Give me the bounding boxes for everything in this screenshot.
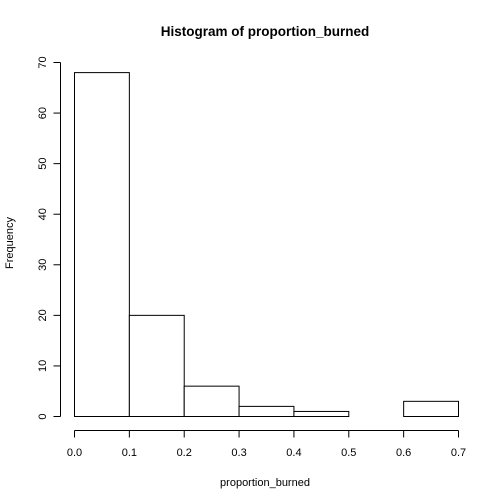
chart-title: Histogram of proportion_burned <box>161 24 370 39</box>
histogram-bar-4 <box>293 410 350 418</box>
y-tick-label-3: 30 <box>37 259 49 271</box>
histogram-bar-1 <box>128 314 185 418</box>
histogram-bar-6 <box>403 400 459 418</box>
x-axis: 0.0 0.1 0.2 0.3 0.4 0.5 0.6 0.7 <box>67 430 466 459</box>
bars-group <box>74 72 459 418</box>
y-axis: 0 10 20 30 40 50 60 70 <box>37 56 61 420</box>
y-tick-label-5: 50 <box>37 158 49 170</box>
y-tick-label-1: 10 <box>37 360 49 372</box>
y-tick-label-6: 60 <box>37 107 49 119</box>
x-tick-label-1: 0.1 <box>122 447 137 459</box>
x-tick-label-4: 0.4 <box>286 447 301 459</box>
y-tick-label-2: 20 <box>37 309 49 321</box>
y-tick-label-0: 0 <box>37 413 49 419</box>
x-tick-label-0: 0.0 <box>67 447 82 459</box>
y-tick-label-7: 70 <box>37 56 49 68</box>
x-tick-label-3: 0.3 <box>231 447 246 459</box>
histogram-bar-0 <box>74 72 130 417</box>
histogram-bar-3 <box>238 405 295 417</box>
x-tick-label-5: 0.5 <box>341 447 356 459</box>
histogram-bar-2 <box>183 385 240 417</box>
y-axis-label: Frequency <box>4 217 16 269</box>
x-axis-label: proportion_burned <box>220 477 310 489</box>
x-tick-label-6: 0.6 <box>396 447 411 459</box>
x-tick-label-2: 0.2 <box>177 447 192 459</box>
y-tick-label-4: 40 <box>37 208 49 220</box>
x-tick-label-7: 0.7 <box>451 447 466 459</box>
